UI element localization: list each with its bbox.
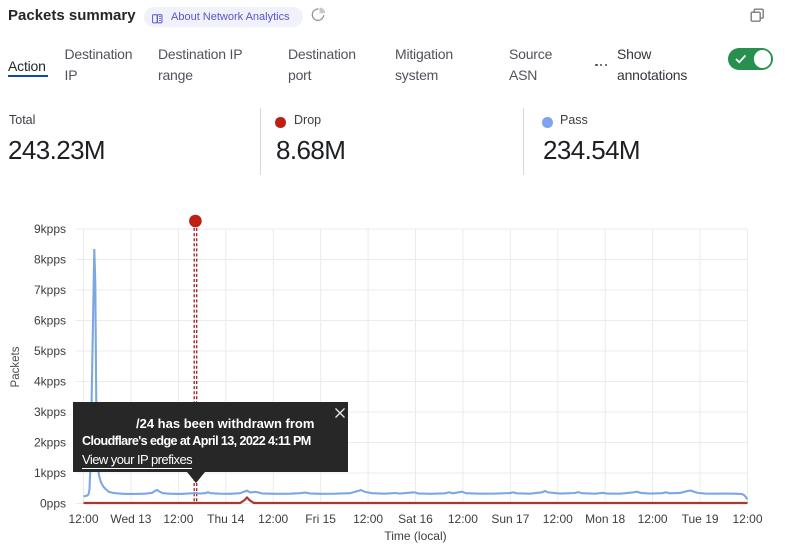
svg-text:Sat 16: Sat 16 (398, 512, 433, 526)
svg-text:Thu 14: Thu 14 (207, 512, 245, 526)
svg-text:8kpps: 8kpps (34, 253, 66, 267)
svg-text:Sun 17: Sun 17 (491, 512, 529, 526)
svg-text:9kpps: 9kpps (34, 222, 66, 236)
svg-text:12:00: 12:00 (638, 512, 668, 526)
svg-text:12:00: 12:00 (732, 512, 762, 526)
svg-text:3kpps: 3kpps (34, 405, 66, 419)
svg-text:6kpps: 6kpps (34, 314, 66, 328)
svg-text:1kpps: 1kpps (34, 466, 66, 480)
svg-text:Mon 18: Mon 18 (585, 512, 625, 526)
svg-text:Time (local): Time (local) (384, 529, 446, 543)
svg-text:12:00: 12:00 (448, 512, 478, 526)
svg-text:4kpps: 4kpps (34, 375, 66, 389)
svg-text:12:00: 12:00 (353, 512, 383, 526)
svg-text:5kpps: 5kpps (34, 344, 66, 358)
svg-text:Fri 15: Fri 15 (305, 512, 336, 526)
svg-text:7kpps: 7kpps (34, 283, 66, 297)
svg-text:12:00: 12:00 (68, 512, 98, 526)
svg-text:12:00: 12:00 (163, 512, 193, 526)
svg-text:12:00: 12:00 (543, 512, 573, 526)
svg-text:12:00: 12:00 (258, 512, 288, 526)
svg-text:0pps: 0pps (40, 497, 66, 511)
svg-text:Packets: Packets (10, 346, 22, 387)
svg-text:Tue 19: Tue 19 (682, 512, 719, 526)
svg-text:2kpps: 2kpps (34, 436, 66, 450)
svg-text:Wed 13: Wed 13 (110, 512, 151, 526)
